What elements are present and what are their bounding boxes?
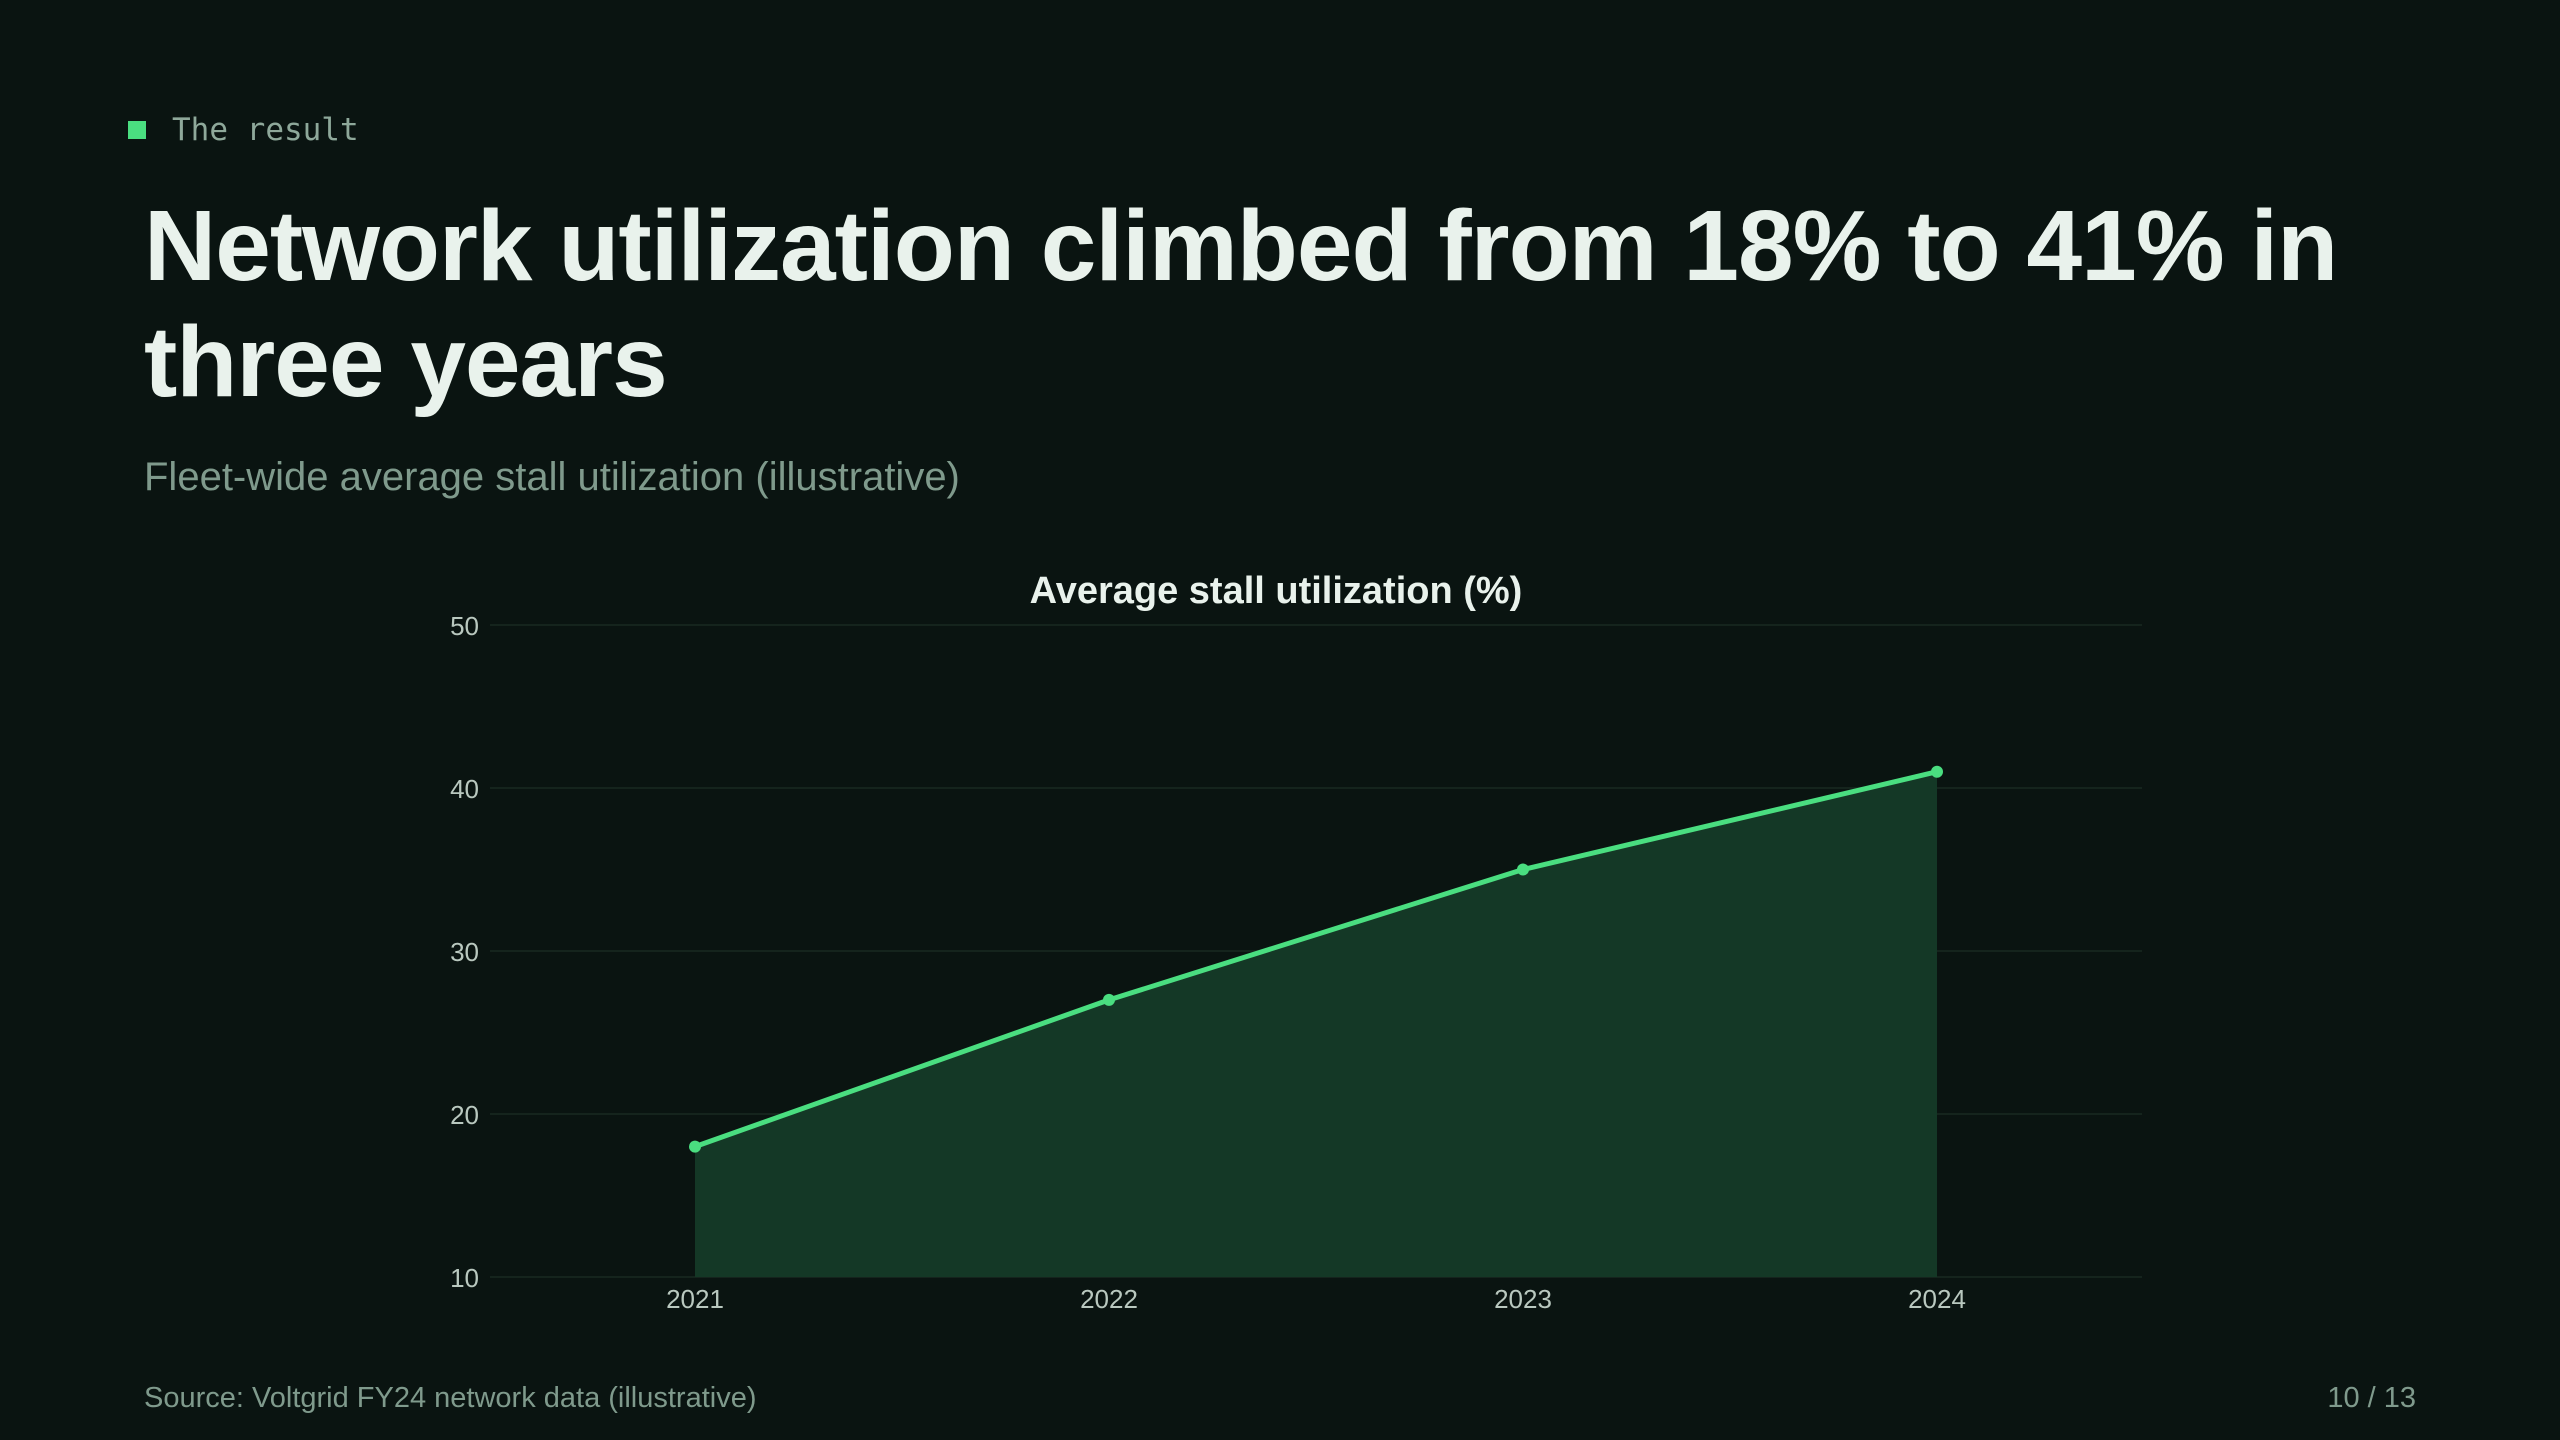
data-point xyxy=(1931,765,1943,778)
y-tick-label: 30 xyxy=(450,937,479,967)
y-tick-label: 10 xyxy=(450,1263,479,1293)
data-point xyxy=(1103,993,1115,1006)
headline: Network utilization climbed from 18% to … xyxy=(144,190,2338,418)
eyebrow-label: The result xyxy=(172,112,359,148)
subtitle: Fleet-wide average stall utilization (il… xyxy=(144,455,960,499)
y-axis-ticks: 10 20 30 40 50 xyxy=(450,611,479,1293)
y-tick-label: 20 xyxy=(450,1100,479,1130)
series-area xyxy=(695,771,1937,1277)
line-layer xyxy=(692,769,1940,1150)
chart-title: Average stall utilization (%) xyxy=(1030,570,1523,612)
x-axis-ticks: 2021 2022 2023 2024 xyxy=(666,1284,1966,1314)
y-tick-label: 50 xyxy=(450,611,479,641)
data-point xyxy=(1517,863,1529,876)
square-marker-icon xyxy=(128,121,146,139)
points-layer xyxy=(689,765,1943,1153)
x-tick-label: 2023 xyxy=(1494,1284,1552,1314)
eyebrow: The result xyxy=(128,112,359,148)
x-tick-label: 2022 xyxy=(1080,1284,1138,1314)
area-fill-layer xyxy=(695,771,1937,1277)
y-tick-label: 40 xyxy=(450,774,479,804)
data-point xyxy=(689,1140,701,1153)
x-tick-label: 2024 xyxy=(1908,1284,1966,1314)
source-note: Source: Voltgrid FY24 network data (illu… xyxy=(144,1382,757,1414)
x-tick-label: 2021 xyxy=(666,1284,724,1314)
series-line xyxy=(692,769,1940,1150)
page-number: 10 / 13 xyxy=(2327,1382,2416,1414)
